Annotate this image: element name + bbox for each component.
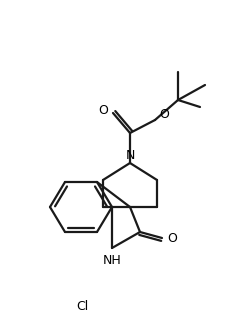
Text: NH: NH [103,254,121,268]
Text: O: O [167,232,177,244]
Text: O: O [159,108,169,120]
Text: N: N [125,148,135,162]
Text: O: O [98,103,108,117]
Text: Cl: Cl [76,300,88,314]
